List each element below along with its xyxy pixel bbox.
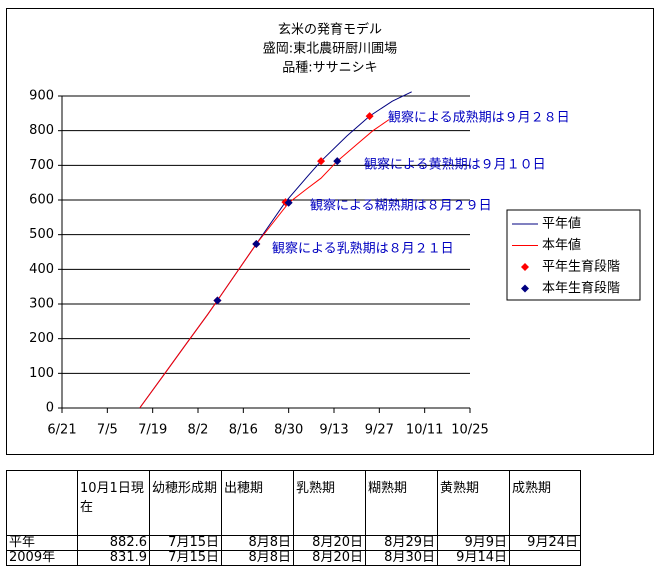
x-tick-label: 8/2: [188, 423, 209, 438]
y-tick-label: 900: [29, 89, 54, 104]
x-tick-label: 8/16: [229, 423, 258, 438]
legend-label: 本年生育段階: [542, 280, 620, 296]
table-cell: 9月14日: [437, 550, 510, 566]
y-tick-label: 300: [29, 297, 54, 312]
legend-label: 平年値: [542, 216, 581, 232]
table-cell: 8月20日: [293, 550, 366, 566]
table-row: 2009年 831.9 7月15日 8月8日 8月20日 8月30日 9月14日: [6, 550, 581, 566]
table-cell: 2009年: [6, 550, 78, 566]
y-tick-label: 700: [29, 158, 54, 173]
stage-marker: [252, 240, 261, 249]
table-cell: 乳熟期: [293, 470, 366, 536]
stage-marker: [333, 157, 342, 166]
y-tick-label: 100: [29, 366, 54, 381]
x-tick-label: 10/25: [451, 423, 488, 438]
stage-marker: [365, 112, 374, 121]
annotation: 観察による成熟期は９月２８日: [388, 110, 570, 126]
table-cell: 7月15日: [149, 535, 222, 551]
chart: 玄米の発育モデル 盛岡:東北農研厨川圃場 品種:ササニシキ 0 100 200 300…: [29, 22, 641, 438]
table-cell: 8月20日: [293, 535, 366, 551]
table-cell: 831.9: [77, 550, 150, 566]
stage-marker: [317, 157, 326, 166]
x-tick-label: 6/21: [47, 423, 76, 438]
legend-swatch: [521, 284, 529, 293]
stage-marker: [284, 198, 293, 207]
chart-subtitle: 盛岡:東北農研厨川圃場: [263, 41, 397, 57]
table-cell: 7月15日: [149, 550, 222, 566]
table-cell: 平年: [6, 535, 78, 551]
table-cell: 8月8日: [221, 535, 294, 551]
chart-subtitle: 品種:ササニシキ: [282, 60, 377, 76]
y-tick-label: 200: [29, 331, 54, 346]
legend-box: [506, 209, 641, 301]
table-cell: 糊熟期: [365, 470, 438, 536]
table-cell: 出穂期: [221, 470, 294, 536]
x-tick-label: 8/30: [274, 423, 303, 438]
y-tick-label: 0: [46, 401, 54, 416]
y-tick-label: 400: [29, 262, 54, 277]
table-row: 平年 882.6 7月15日 8月8日 8月20日 8月29日 9月9日 9月24日: [6, 535, 581, 551]
x-tick-label: 10/11: [406, 423, 443, 438]
table-cell: [6, 470, 78, 536]
table-cell: 8月8日: [221, 550, 294, 566]
table-cell: 8月29日: [365, 535, 438, 551]
y-tick-label: 600: [29, 193, 54, 208]
table-cell: [509, 550, 581, 566]
x-tick-label: 7/5: [97, 423, 118, 438]
table-cell: 成熟期: [509, 470, 581, 536]
chart-title: 玄米の発育モデル: [278, 22, 382, 38]
table-cell: 9月9日: [437, 535, 510, 551]
x-tick-label: 9/27: [365, 423, 394, 438]
table-cell: 8月30日: [365, 550, 438, 566]
chart-frame: [6, 8, 654, 455]
table-cell: 10月1日現在: [77, 470, 150, 536]
table-cell: 黄熟期: [437, 470, 510, 536]
table-cell: 882.6: [77, 535, 150, 551]
table-cell: 9月24日: [509, 535, 581, 551]
annotation: 観察による乳熟期は８月２１日: [272, 241, 454, 257]
legend-label: 平年生育段階: [542, 259, 620, 275]
annotation: 観察による糊熟期は８月２９日: [310, 198, 492, 214]
legend-swatch: [521, 263, 529, 271]
x-tick-label: 9/13: [319, 423, 348, 438]
stage-marker: [213, 296, 222, 305]
data-table: 10月1日現在 幼穂形成期 出穂期 乳熟期 糊熟期 黄熟期 成熟期 平年 882.6 7月15日 8…: [6, 470, 581, 566]
legend-label: 本年値: [542, 237, 581, 253]
table-cell: 幼穂形成期: [149, 470, 222, 536]
x-tick-label: 7/19: [138, 423, 167, 438]
annotation: 観察による黄熟期は９月１０日: [364, 157, 546, 173]
y-tick-label: 500: [29, 227, 54, 242]
table-row: 10月1日現在 幼穂形成期 出穂期 乳熟期 糊熟期 黄熟期 成熟期: [6, 470, 581, 536]
y-tick-label: 800: [29, 123, 54, 138]
series-line: [139, 119, 390, 409]
